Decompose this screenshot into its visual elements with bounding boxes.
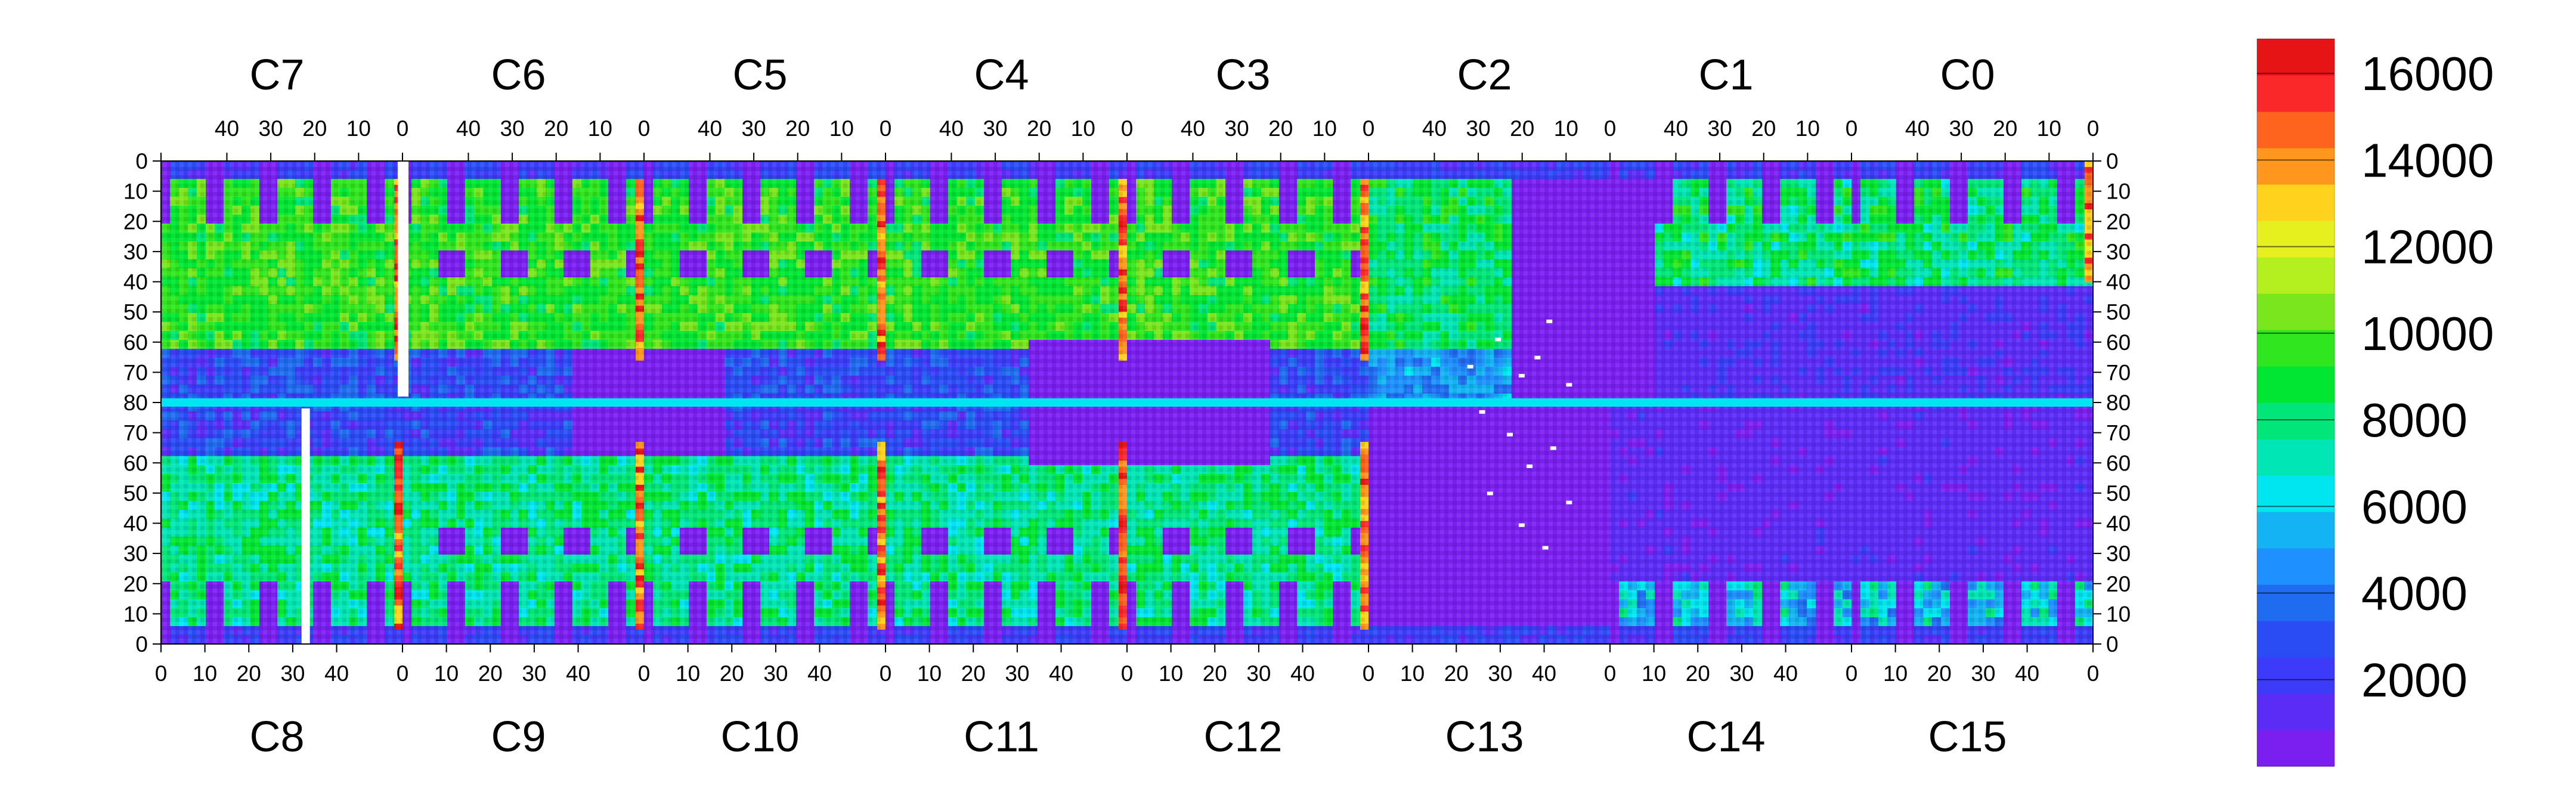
heatmap-plot-area (161, 161, 2093, 644)
